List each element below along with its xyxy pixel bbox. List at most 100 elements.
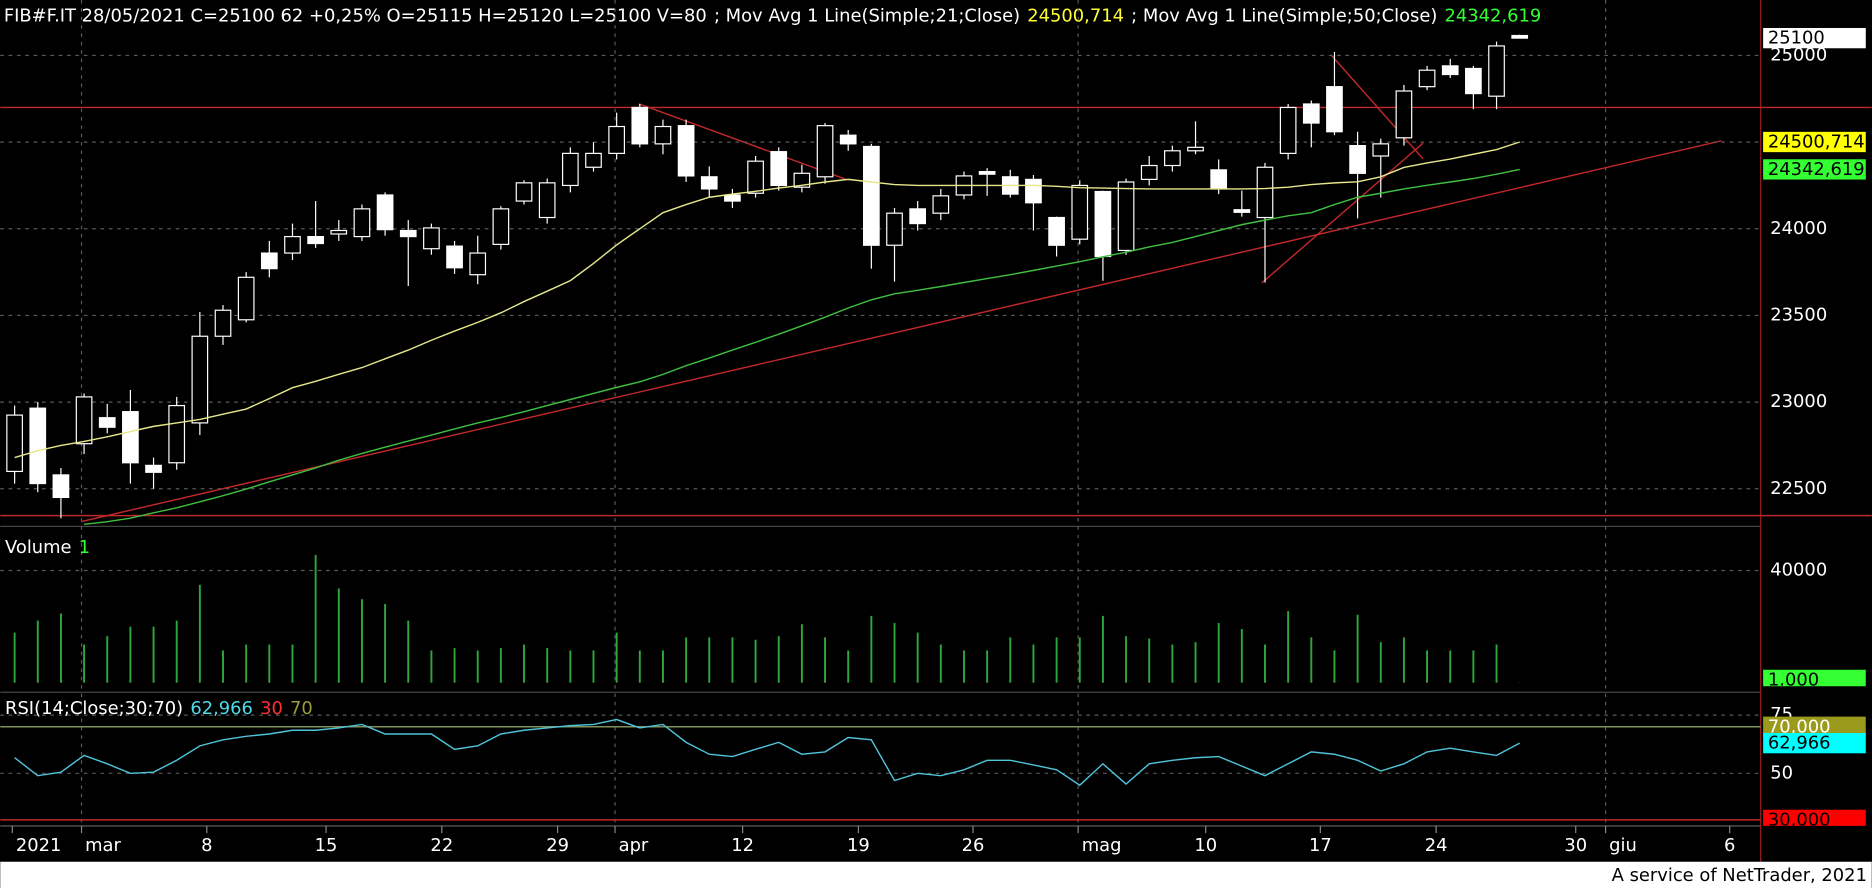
volume-bar xyxy=(1264,644,1266,683)
candle-body xyxy=(608,125,626,154)
candle-body xyxy=(1465,67,1482,95)
candle-body xyxy=(145,464,162,473)
x-tick-label: 15 xyxy=(315,835,338,856)
candle-body xyxy=(724,194,741,202)
y-tick-label: 50 xyxy=(1770,762,1793,783)
volume-bar xyxy=(1333,650,1336,683)
volume-bar xyxy=(986,650,989,683)
volume-bar xyxy=(314,555,317,683)
value-badge-label: 62,966 xyxy=(1768,733,1831,754)
volume-bar xyxy=(1287,611,1290,683)
x-tick-label: 8 xyxy=(201,835,212,856)
candle-body xyxy=(793,172,811,188)
volume-bar xyxy=(754,639,757,683)
x-tick-label: giu xyxy=(1609,835,1637,856)
candle-body xyxy=(770,151,788,187)
footer: A service of NetTrader, 2021 xyxy=(1612,865,1867,886)
value-badge xyxy=(1763,131,1866,153)
volume-bar xyxy=(1449,650,1452,683)
volume-bar xyxy=(870,615,873,683)
volume-bar xyxy=(1148,638,1151,683)
candle-body xyxy=(98,417,116,428)
volume-bar xyxy=(129,626,132,683)
volume-bar xyxy=(499,648,502,683)
panel-legend-part: 62,966 xyxy=(190,698,253,719)
x-tick-label: 29 xyxy=(546,835,569,856)
volume-bar xyxy=(1426,650,1429,683)
candle-body xyxy=(1048,216,1065,246)
y-tick-label: 24000 xyxy=(1770,218,1827,239)
candle-body xyxy=(515,182,533,202)
volume-bar xyxy=(1402,637,1405,683)
candle-body xyxy=(585,152,602,168)
panel-legend-part: RSI(14;Close;30;70) xyxy=(5,698,183,719)
panel-legend-part: Volume xyxy=(5,537,72,558)
value-badge xyxy=(1763,716,1866,737)
x-tick-label: apr xyxy=(619,835,649,856)
x-tick-label: 30 xyxy=(1564,835,1587,856)
candle-body xyxy=(1187,146,1204,152)
volume-bar xyxy=(476,650,479,683)
x-tick-label: 22 xyxy=(430,835,453,856)
volume-bar xyxy=(337,588,340,683)
volume-bar xyxy=(1125,636,1128,683)
panel-legend: Volume 1 xyxy=(5,537,90,558)
volume-bar xyxy=(1055,637,1058,683)
candle-body xyxy=(446,245,463,269)
volume-bar xyxy=(731,637,734,683)
candle-body xyxy=(376,194,394,231)
header-part: 24500,714 xyxy=(1027,6,1124,27)
candle-body xyxy=(492,208,510,245)
candle-body xyxy=(1326,86,1343,133)
volume-bar xyxy=(453,648,456,683)
value-badge-label: 24500,714 xyxy=(1768,132,1865,153)
candle-body xyxy=(1164,150,1181,167)
value-badge xyxy=(1763,27,1866,49)
volume-bar xyxy=(407,620,410,683)
candle-body xyxy=(168,404,186,464)
x-tick-label: 19 xyxy=(847,835,870,856)
candle-body xyxy=(1488,45,1505,97)
header-part: ; Mov Avg 1 Line(Simple;21;Close) xyxy=(714,6,1020,27)
volume-bar xyxy=(1240,629,1243,683)
candle-body xyxy=(399,229,417,238)
candle-body xyxy=(1117,181,1135,252)
candle-body xyxy=(1279,106,1297,154)
candle-body xyxy=(284,235,301,254)
value-badge-label: 70,000 xyxy=(1768,716,1831,737)
x-tick-label: 2021 xyxy=(16,835,62,856)
header-part: ; Mov Avg 1 Line(Simple;50;Close) xyxy=(1131,6,1437,27)
value-badge-label: 24342,619 xyxy=(1768,159,1865,180)
rsi-line xyxy=(14,718,1521,787)
panel-legend-part: 30 xyxy=(260,698,283,719)
candle-body xyxy=(1210,169,1228,190)
volume-bar xyxy=(291,644,294,683)
candle-body xyxy=(307,235,324,245)
volume-bar xyxy=(615,632,618,683)
volume-bar xyxy=(685,637,688,683)
header-part: 24342,619 xyxy=(1444,6,1541,27)
x-tick-label: 10 xyxy=(1194,835,1217,856)
volume-bar xyxy=(36,620,39,683)
candle-body xyxy=(631,106,649,145)
x-tick-label: mag xyxy=(1082,835,1122,856)
candle-body xyxy=(886,212,903,246)
candle-body xyxy=(237,276,255,321)
volume-bar xyxy=(939,644,942,683)
volume-bar xyxy=(800,624,803,683)
x-tick-label: mar xyxy=(85,835,121,856)
x-tick-label: 12 xyxy=(731,835,754,856)
y-tick-label: 23500 xyxy=(1770,304,1827,325)
volume-bar xyxy=(569,650,572,683)
value-badge-label: 30,000 xyxy=(1768,809,1831,830)
trend-line xyxy=(638,103,846,180)
y-tick-label: 22500 xyxy=(1770,478,1827,499)
candle-body xyxy=(353,208,371,238)
volume-bar xyxy=(662,650,664,683)
volume-bar xyxy=(13,632,16,683)
candle-body xyxy=(909,208,927,225)
candle-body xyxy=(1418,69,1436,88)
value-badge-label: 1.000 xyxy=(1768,670,1819,691)
volume-bar xyxy=(592,650,595,683)
